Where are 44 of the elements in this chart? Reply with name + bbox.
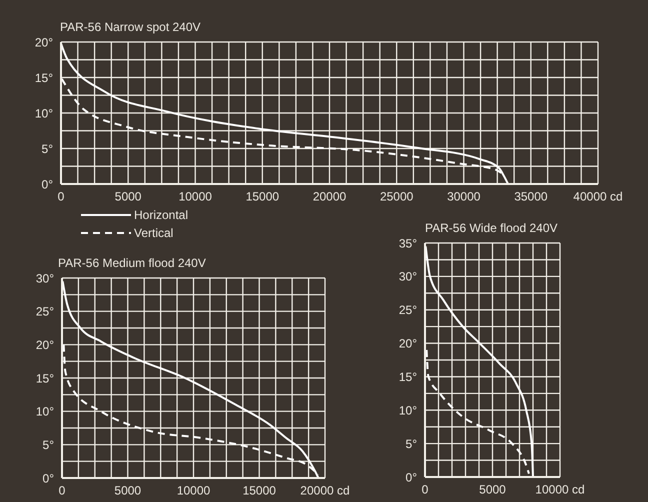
legend-label: Vertical [134, 226, 174, 240]
x-tick-label: 5000 [114, 190, 142, 204]
x-tick-label: 30000 [447, 190, 481, 204]
y-tick-label: 5° [42, 438, 54, 452]
x-tick-label: 20000 cd [300, 484, 350, 498]
x-tick-label: 10000 [176, 484, 211, 498]
y-tick-label: 35° [398, 236, 418, 250]
x-tick-label: 15000 [246, 190, 280, 204]
y-tick-label: 30° [398, 270, 418, 284]
y-tick-label: 5° [42, 142, 54, 156]
y-tick-label: 10° [34, 106, 54, 120]
y-tick-label: 15° [34, 70, 54, 85]
y-tick-label: 20° [398, 336, 418, 351]
y-tick-label: 15° [36, 371, 54, 386]
x-tick-label: 5000 [114, 484, 142, 498]
line-series [426, 348, 530, 475]
y-tick-label: 0° [42, 471, 54, 486]
y-tick-label: 10° [36, 404, 54, 419]
line-series [61, 42, 510, 184]
x-tick-label: 0 [58, 190, 65, 204]
y-tick-label: 15° [398, 370, 418, 384]
chart-title: PAR-56 Medium flood 240V [58, 256, 206, 270]
y-tick-label: 30° [36, 271, 54, 286]
chart-title: PAR-56 Narrow spot 240V [60, 20, 201, 34]
x-tick-label: 35000 [514, 190, 548, 204]
x-tick-label: 5000 [479, 482, 506, 497]
x-tick-label: 0 [422, 482, 429, 497]
x-tick-label: 0 [58, 484, 66, 498]
x-tick-label: 20000 [312, 190, 347, 204]
y-tick-label: 0° [42, 177, 54, 192]
x-tick-label: 40000 cd [573, 190, 623, 204]
x-tick-label: 10000 cd [535, 482, 585, 497]
y-tick-label: 25° [36, 304, 54, 319]
x-tick-label: 25000 [380, 190, 414, 204]
x-tick-label: 10000 [178, 190, 212, 204]
y-tick-label: 10° [398, 403, 418, 418]
legend-label: Horizontal [134, 208, 188, 222]
x-tick-label: 15000 [242, 484, 276, 498]
y-tick-label: 0° [406, 470, 418, 484]
chart-title: PAR-56 Wide flood 240V [425, 221, 558, 235]
y-tick-label: 20° [36, 338, 54, 352]
y-tick-label: 20° [34, 35, 54, 50]
y-tick-label: 25° [398, 303, 418, 318]
y-tick-label: 5° [406, 436, 418, 451]
